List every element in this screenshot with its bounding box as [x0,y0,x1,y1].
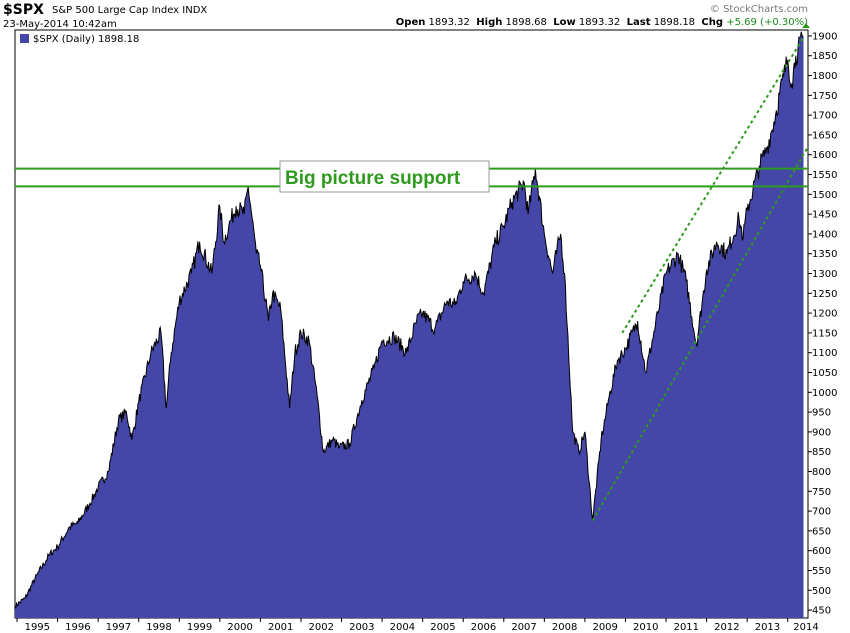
x-tick-label: 1995 [25,622,50,633]
price-line [14,31,804,609]
last-label: Last [626,17,651,28]
x-tick-label: 2001 [268,622,293,633]
y-tick-label: 450 [812,606,831,617]
x-tick-label: 2000 [227,622,252,633]
y-tick-label: 1450 [812,210,837,221]
y-tick-label: 700 [812,507,831,518]
high-label: High [476,17,503,28]
legend-swatch [20,34,29,43]
y-tick-label: 1700 [812,111,837,122]
index-name: S&P 500 Large Cap Index [52,5,180,16]
y-tick-label: 1200 [812,309,837,320]
y-tick-label: 550 [812,566,831,577]
area-layer [14,31,804,619]
x-tick-label: 2012 [714,622,739,633]
y-tick-label: 950 [812,408,831,419]
x-tick-label: 2014 [793,622,818,633]
exchange: INDX [182,5,208,16]
y-tick-label: 1500 [812,190,837,201]
legend: $SPX (Daily) 1898.18 [20,34,139,45]
last-up-marker [802,23,810,28]
chart-description: S&P 500 Large Cap Index INDX [52,5,207,16]
x-tick-label: 1996 [65,622,90,633]
y-axis: 450 500 550 600 650 700 750 800 850 900 950 1000 105… [808,31,837,617]
chart-symbol: $SPX [3,2,44,18]
y-tick-label: 850 [812,447,831,458]
chg-value: +5.69 (+0.30%) [726,17,808,28]
x-tick-label: 1999 [187,622,212,633]
y-tick-label: 1650 [812,130,837,141]
quote-summary: Open 1893.32 High 1898.68 Low 1893.32 La… [396,17,808,28]
y-tick-label: 650 [812,526,831,537]
x-tick-label: 2010 [633,622,658,633]
y-tick-label: 1250 [812,289,837,300]
legend-text: $SPX (Daily) 1898.18 [33,34,139,45]
y-tick-label: 1400 [812,229,837,240]
chart-source[interactable]: © StockCharts.com [709,4,808,15]
y-tick-label: 1150 [812,328,837,339]
x-tick-label: 2013 [755,622,780,633]
y-tick-label: 1550 [812,170,837,181]
x-tick-label: 2006 [471,622,496,633]
x-tick-label: 2004 [390,622,415,633]
y-tick-label: 1100 [812,348,837,359]
low-label: Low [553,17,576,28]
y-tick-label: 1050 [812,368,837,379]
last-value: 1898.18 [653,17,696,28]
x-tick-label: 2003 [349,622,374,633]
y-tick-label: 1750 [812,91,837,102]
y-tick-label: 1900 [812,31,837,42]
x-tick-label: 2005 [430,622,455,633]
x-tick-label: 2011 [674,622,699,633]
chg-label: Chg [701,17,724,28]
open-label: Open [395,17,426,28]
y-tick-label: 1600 [812,150,837,161]
y-tick-label: 750 [812,487,831,498]
x-tick-label: 1998 [146,622,171,633]
y-tick-label: 1000 [812,388,837,399]
annotation-text: Big picture support [285,168,461,189]
y-tick-label: 600 [812,546,831,557]
chart-datetime: 23-May-2014 10:42am [3,19,117,30]
low-value: 1893.32 [578,17,621,28]
x-tick-label: 2009 [592,622,617,633]
x-tick-label: 1997 [106,622,131,633]
y-tick-label: 500 [812,586,831,597]
y-tick-label: 1300 [812,269,837,280]
x-tick-label: 2008 [552,622,577,633]
y-tick-label: 1800 [812,71,837,82]
open-value: 1893.32 [428,17,470,28]
annotation-box: Big picture support [279,160,490,193]
x-tick-label: 2002 [309,622,334,633]
y-tick-label: 1350 [812,249,837,260]
y-tick-label: 900 [812,427,831,438]
price-area [15,31,804,619]
x-tick-label: 2007 [511,622,536,633]
x-axis: 1995 1996 1997 1998 1999 2000 2001 2002 2003 2004… [16,618,819,633]
y-tick-label: 800 [812,467,831,478]
high-value: 1898.68 [505,17,547,28]
y-tick-label: 1850 [812,51,837,62]
